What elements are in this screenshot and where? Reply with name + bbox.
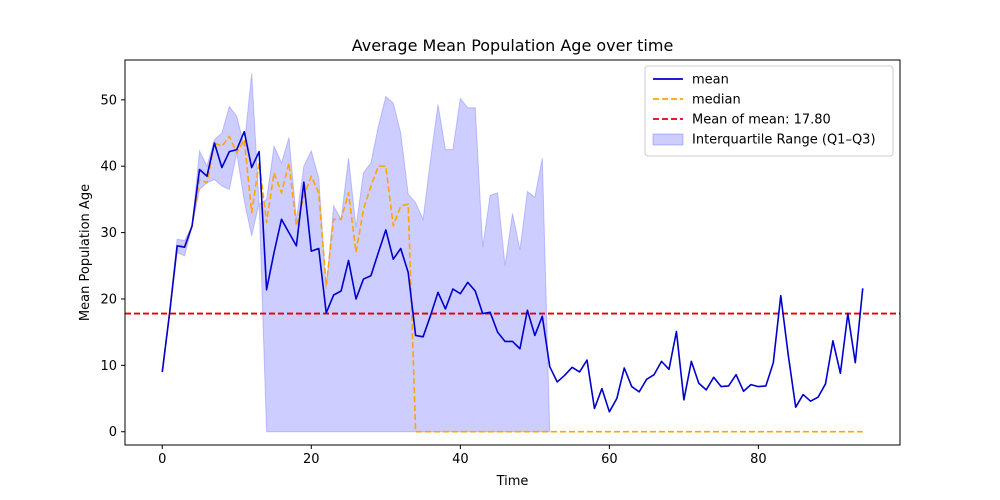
legend-label-median: median (692, 93, 741, 108)
legend-label-iqr_fill: Interquartile Range (Q1–Q3) (692, 133, 876, 148)
x-tick-label: 0 (158, 452, 166, 467)
x-tick-label: 20 (303, 452, 320, 467)
y-tick-label: 30 (100, 226, 117, 241)
chart-title: Average Mean Population Age over time (352, 36, 674, 55)
iqr-band (161, 73, 551, 433)
plot-frame (124, 59, 901, 446)
x-axis-label: Time (496, 474, 529, 489)
legend-label-mean_of_mean: Mean of mean: 17.80 (692, 113, 831, 128)
y-axis-label: Mean Population Age (78, 184, 93, 321)
y-tick-label: 50 (100, 93, 117, 108)
legend-box (644, 65, 894, 157)
x-tick-label: 80 (750, 452, 767, 467)
x-axis: 0 20 40 60 80 (158, 445, 767, 467)
y-tick-label: 0 (109, 425, 117, 440)
series-line-median (161, 135, 863, 433)
y-tick-label: 40 (100, 160, 117, 175)
x-tick-label: 60 (601, 452, 618, 467)
legend: mean median Mean of mean: 17.80 Interquarti… (644, 65, 894, 157)
plot-area (125, 73, 900, 433)
y-axis: 0 10 20 30 40 50 (100, 93, 125, 440)
y-tick-label: 10 (100, 359, 117, 374)
legend-swatch-iqr_fill (652, 133, 684, 146)
series-line-mean (161, 130, 864, 413)
y-tick-label: 20 (100, 292, 117, 307)
x-tick-label: 40 (452, 452, 469, 467)
legend-label-mean: mean (692, 73, 729, 88)
